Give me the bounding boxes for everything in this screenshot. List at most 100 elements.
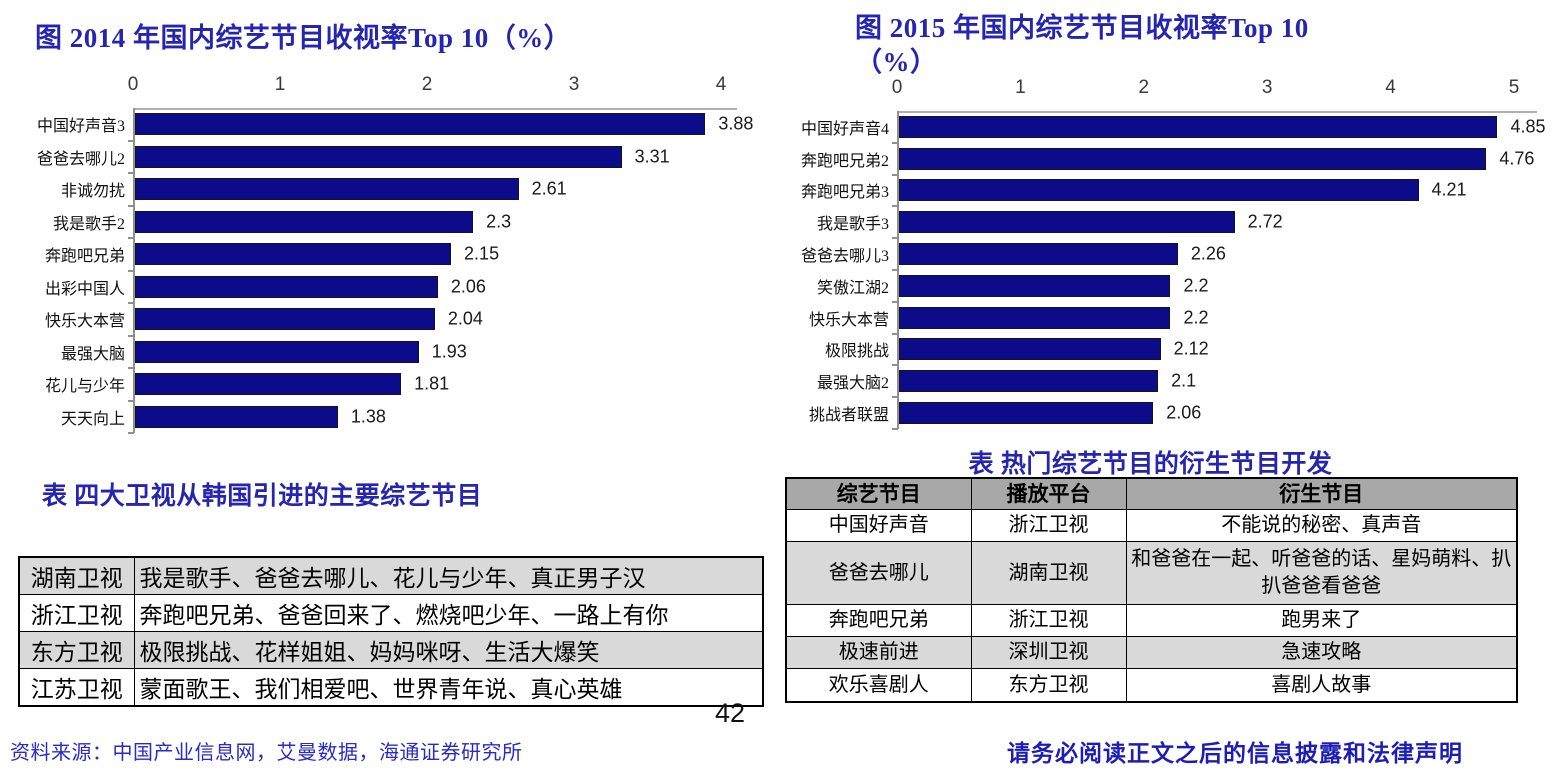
data-label: 4.21 bbox=[1431, 179, 1467, 200]
category-label: 我是歌手2 bbox=[52, 215, 125, 233]
data-label: 1.93 bbox=[431, 341, 467, 362]
category-label: 中国好声音4 bbox=[800, 120, 889, 138]
data-bar bbox=[135, 373, 402, 396]
chart-2015-ratings: 0 1 2 3 4 5 中国好声音4 4.85 奔跑吧兄弟2 4.76 奔跑吧兄弟3 4.21 我是歌手… bbox=[780, 73, 1546, 430]
x-axis-tick-label: 0 bbox=[127, 74, 139, 95]
table-cell: 不能说的秘密、真声音 bbox=[1125, 509, 1518, 543]
chart-bar-row: 奔跑吧兄弟 2.15 bbox=[0, 238, 739, 272]
bar-slot: 2.1 bbox=[892, 365, 1539, 399]
table-cell: 中国好声音 bbox=[785, 509, 972, 543]
category-label: 花儿与少年 bbox=[44, 378, 125, 396]
category-label: 非诚勿扰 bbox=[60, 183, 125, 201]
x-axis-tick-label: 3 bbox=[1261, 77, 1273, 98]
chart-bar-row: 爸爸去哪儿3 2.26 bbox=[780, 238, 1539, 271]
y-axis-tick-mark bbox=[128, 302, 134, 304]
data-bar bbox=[135, 275, 438, 298]
x-axis-tick-label: 2 bbox=[421, 74, 433, 95]
category-label: 快乐大本营 bbox=[44, 313, 125, 331]
table-header-cell: 播放平台 bbox=[970, 477, 1127, 511]
chart-bar-row: 非诚勿扰 2.61 bbox=[0, 173, 739, 207]
table-cell: 极速前进 bbox=[785, 636, 972, 670]
data-label: 4.85 bbox=[1510, 116, 1546, 137]
x-axis-tick-label: 4 bbox=[1385, 77, 1396, 98]
chart-bar-row: 天天向上 1.38 bbox=[0, 400, 739, 434]
data-label: 2.12 bbox=[1173, 338, 1209, 359]
y-axis-tick-mark bbox=[892, 141, 898, 144]
chart-bar-row: 花儿与少年 1.81 bbox=[0, 368, 739, 402]
table-cell: 浙江卫视 bbox=[970, 509, 1127, 543]
data-label: 2.06 bbox=[1166, 402, 1202, 423]
bar-slot: 2.61 bbox=[128, 173, 739, 207]
category-label: 中国好声音3 bbox=[36, 118, 125, 136]
bar-slot: 2.06 bbox=[128, 270, 739, 304]
y-axis-tick-mark bbox=[892, 268, 898, 271]
table-cell: 浙江卫视 bbox=[18, 594, 135, 632]
table-row: 奔跑吧兄弟 浙江卫视 跑男来了 bbox=[785, 604, 1518, 638]
chart-bar-row: 奔跑吧兄弟2 4.76 bbox=[780, 142, 1539, 176]
data-bar bbox=[899, 274, 1171, 297]
data-bar bbox=[135, 243, 452, 266]
category-label: 天天向上 bbox=[60, 410, 125, 428]
x-axis-ticks: 0 1 2 3 4 5 bbox=[892, 73, 1539, 111]
x-axis-tick-label: 0 bbox=[891, 77, 903, 98]
y-axis-tick-mark bbox=[892, 300, 898, 303]
y-axis-tick-mark bbox=[892, 237, 898, 240]
chart-bar-row: 中国好声音4 4.85 bbox=[780, 111, 1546, 144]
data-label: 2.26 bbox=[1190, 243, 1226, 264]
category-label: 挑战者联盟 bbox=[808, 407, 889, 425]
data-label: 2.15 bbox=[464, 243, 500, 264]
data-bar bbox=[899, 306, 1171, 329]
table-row: 极速前进 深圳卫视 急速攻略 bbox=[785, 636, 1518, 670]
table-row: 东方卫视 极限挑战、花样姐姐、妈妈咪呀、生活大爆笑 bbox=[18, 631, 764, 669]
table-cell: 奔跑吧兄弟 bbox=[785, 604, 972, 638]
table-cell: 急速攻略 bbox=[1125, 636, 1518, 670]
table-header-cell: 综艺节目 bbox=[785, 477, 972, 511]
table-row: 爸爸去哪儿 湖南卫视 和爸爸在一起、听爸爸的话、星妈萌料、扒扒爸爸看爸爸 bbox=[785, 541, 1518, 606]
category-label: 奔跑吧兄弟 bbox=[44, 248, 125, 266]
data-bar bbox=[899, 211, 1235, 234]
x-axis-ticks: 0 1 2 3 4 bbox=[128, 70, 739, 108]
bar-slot: 4.76 bbox=[892, 142, 1539, 176]
data-label: 1.38 bbox=[350, 406, 386, 427]
bar-slot: 2.12 bbox=[892, 333, 1539, 367]
table-row: 江苏卫视 蒙面歌王、我们相爱吧、世界青年说、真心英雄 bbox=[18, 668, 764, 707]
chart-bar-row: 最强大脑 1.93 bbox=[0, 335, 739, 369]
y-axis-tick-mark bbox=[892, 427, 898, 430]
data-label: 2.3 bbox=[486, 211, 512, 232]
data-bar bbox=[135, 113, 706, 136]
data-label: 1.81 bbox=[414, 373, 450, 394]
bar-slot: 1.81 bbox=[128, 368, 739, 402]
category-label: 最强大脑 bbox=[60, 345, 125, 363]
x-axis-tick-label: 2 bbox=[1138, 77, 1150, 98]
table-cell: 极限挑战、花样姐姐、妈妈咪呀、生活大爆笑 bbox=[133, 631, 764, 669]
category-label: 奔跑吧兄弟2 bbox=[800, 152, 889, 170]
data-label: 2.04 bbox=[447, 308, 483, 329]
y-axis-tick-mark bbox=[128, 269, 134, 272]
x-axis-tick-label: 1 bbox=[274, 74, 286, 95]
chart-bar-row: 中国好声音3 3.88 bbox=[0, 108, 753, 142]
data-label: 2.72 bbox=[1247, 211, 1283, 232]
data-bar bbox=[899, 115, 1498, 138]
data-bar bbox=[135, 145, 622, 168]
table-cell: 喜剧人故事 bbox=[1125, 668, 1518, 703]
chart-bar-row: 爸爸去哪儿2 3.31 bbox=[0, 140, 739, 174]
y-axis-tick-mark bbox=[128, 367, 134, 369]
page-number: 42 bbox=[714, 698, 746, 728]
chart-bar-row: 笑傲江湖2 2.2 bbox=[780, 269, 1539, 303]
bar-slot: 4.85 bbox=[892, 111, 1546, 144]
data-bar bbox=[899, 179, 1419, 202]
y-axis-tick-mark bbox=[892, 205, 898, 208]
data-label: 2.2 bbox=[1183, 275, 1209, 296]
y-axis-tick-mark bbox=[128, 172, 134, 174]
table-cell: 欢乐喜剧人 bbox=[785, 668, 972, 703]
bar-slot: 1.38 bbox=[128, 400, 739, 434]
table-cell: 浙江卫视 bbox=[970, 604, 1127, 638]
category-label: 出彩中国人 bbox=[44, 280, 125, 298]
bar-slot: 3.31 bbox=[128, 140, 739, 174]
category-label: 最强大脑2 bbox=[816, 375, 889, 393]
bar-slot: 3.88 bbox=[128, 108, 753, 142]
chart-2015-title: 图 2015 年国内综艺节目收视率Top 10 （%） bbox=[855, 13, 1309, 77]
category-label: 笑傲江湖2 bbox=[816, 279, 889, 297]
derivative-shows-table: 综艺节目 播放平台 衍生节目 中国好声音 浙江卫视 不能说的秘密、真声音 爸爸去哪儿 湖南卫视… bbox=[785, 477, 1518, 703]
x-axis-tick-label: 5 bbox=[1508, 77, 1520, 98]
